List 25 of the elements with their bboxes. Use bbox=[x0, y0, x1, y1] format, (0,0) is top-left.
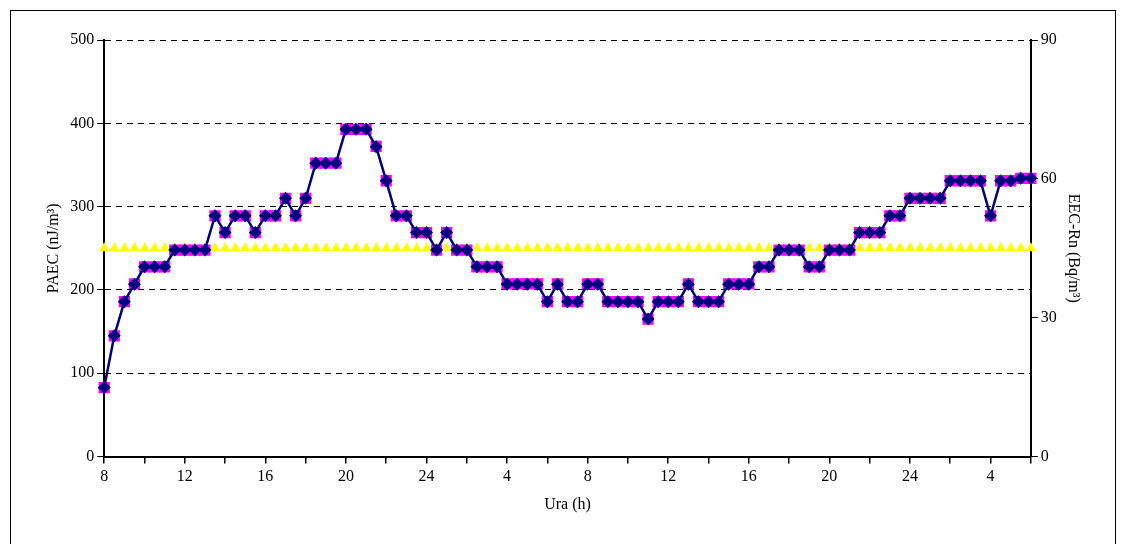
x-tick-label: 8 bbox=[583, 467, 592, 485]
y-axis-title: PAEC (nJ/m³) bbox=[43, 203, 62, 294]
y2-axis-title: EEC-Rn (Bq/m³) bbox=[1065, 193, 1084, 303]
x-tick-label: 12 bbox=[176, 467, 193, 485]
x-tick-label: 24 bbox=[901, 467, 918, 485]
x-tick-label: 4 bbox=[986, 467, 995, 485]
y-tick-label: 0 bbox=[86, 446, 95, 464]
y2-tick-label: 90 bbox=[1040, 30, 1057, 48]
x-tick-label: 16 bbox=[257, 467, 274, 485]
x-axis-title: Ura (h) bbox=[544, 494, 591, 513]
y2-tick-label: 0 bbox=[1040, 446, 1049, 464]
y2-tick-label: 30 bbox=[1040, 307, 1057, 325]
y2-tick-label: 60 bbox=[1040, 169, 1057, 187]
x-tick-label: 24 bbox=[418, 467, 435, 485]
y-tick-label: 400 bbox=[70, 113, 95, 131]
x-tick-label: 12 bbox=[660, 467, 677, 485]
x-tick-label: 20 bbox=[821, 467, 838, 485]
y-tick-label: 300 bbox=[70, 196, 95, 214]
x-tick-label: 20 bbox=[337, 467, 354, 485]
y-tick-label: 500 bbox=[70, 30, 95, 48]
x-tick-label: 8 bbox=[100, 467, 109, 485]
y-tick-label: 100 bbox=[70, 363, 95, 381]
x-tick-label: 4 bbox=[503, 467, 512, 485]
x-tick-label: 16 bbox=[740, 467, 757, 485]
y-tick-label: 200 bbox=[70, 280, 95, 298]
